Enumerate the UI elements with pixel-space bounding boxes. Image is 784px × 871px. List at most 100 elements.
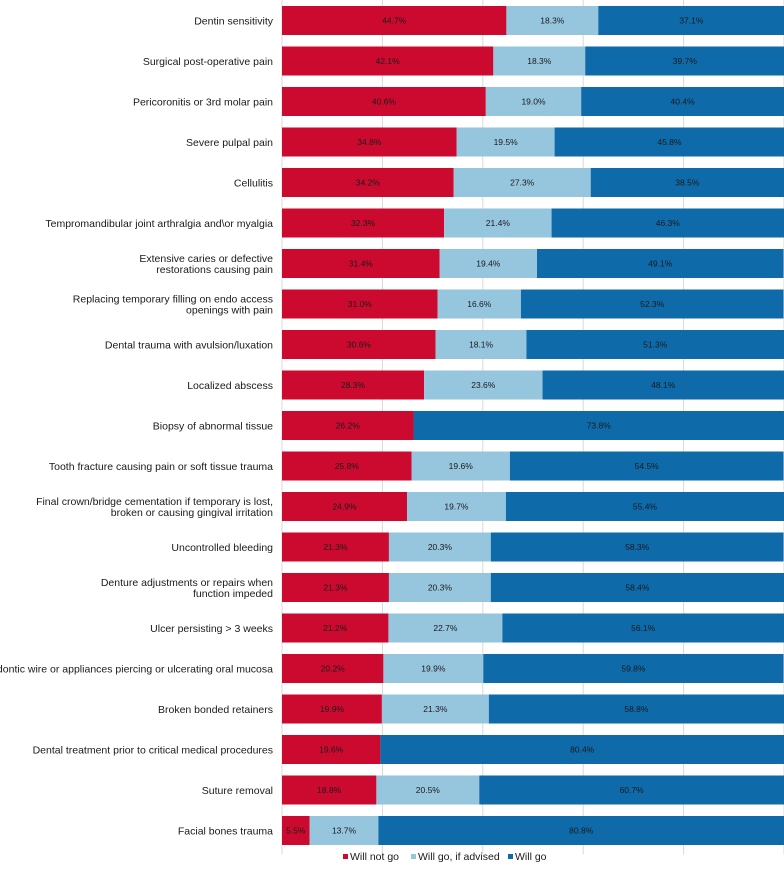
data-label: 19.6% <box>449 461 474 471</box>
data-label: 16.6% <box>467 299 492 309</box>
category-label-line: Cellulitis <box>234 178 273 190</box>
data-label: 21.2% <box>323 623 348 633</box>
data-label: 5.5% <box>286 826 306 836</box>
bar-segment <box>282 370 425 400</box>
data-label: 42.1% <box>376 56 401 66</box>
bar-segment <box>282 532 389 562</box>
bar-segment <box>424 370 543 400</box>
category-label-line: Dentin sensitivity <box>194 16 274 28</box>
data-label: 48.1% <box>651 380 676 390</box>
data-label: 58.8% <box>624 704 649 714</box>
category-label-line: Pericoronitis or 3rd molar pain <box>133 97 273 109</box>
data-label: 28.3% <box>341 380 366 390</box>
category-label: Cellulitis <box>234 178 273 190</box>
data-label: 19.9% <box>421 664 446 674</box>
bar-segment <box>554 127 784 157</box>
data-label: 80.8% <box>569 826 594 836</box>
data-label: 25.8% <box>335 461 360 471</box>
category-label-line: Facial bones trauma <box>178 826 273 838</box>
category-label: Ulcer persisting > 3 weeks <box>150 623 273 635</box>
category-label-line: Severe pulpal pain <box>186 137 273 149</box>
category-label-line: Extensive caries or defective <box>139 253 273 265</box>
data-label: 19.6% <box>319 745 344 755</box>
data-label: 58.3% <box>625 542 650 552</box>
bar-segment <box>282 87 486 116</box>
category-label-line: Dental treatment prior to critical medic… <box>33 745 273 757</box>
data-label: 22.7% <box>433 623 458 633</box>
data-label: 52.3% <box>640 299 665 309</box>
category-label: Localized abscess <box>187 380 273 392</box>
legend-label: Will go <box>515 851 547 863</box>
category-label: Extensive caries or defective restoration… <box>139 253 273 276</box>
category-label: Pericoronitis or 3rd molar pain <box>133 97 273 109</box>
category-label: Orthodontic wire or appliances piercing … <box>0 664 273 676</box>
data-label: 19.0% <box>521 97 546 107</box>
bar-segment <box>282 208 445 238</box>
bar-segment <box>282 694 382 724</box>
bar-segment <box>598 6 784 35</box>
category-label: Facial bones trauma <box>178 826 273 838</box>
bars-layer: 44.7% 18.3% 37.1% 42.1% 18.3% 39.7% 40.6% 19.0%… <box>282 6 784 845</box>
bar-segment <box>551 208 784 238</box>
data-label: 46.3% <box>656 218 681 228</box>
category-label: Denture adjustments or repairs when funct… <box>101 577 273 600</box>
bar-segment <box>388 532 491 562</box>
data-label: 49.1% <box>648 259 673 269</box>
bar-segment <box>411 451 510 481</box>
data-label: 80.4% <box>570 745 595 755</box>
data-label: 20.5% <box>416 785 441 795</box>
data-label: 21.3% <box>323 542 348 552</box>
data-label: 20.3% <box>428 542 453 552</box>
bar-segment <box>453 168 591 197</box>
data-label: 37.1% <box>679 16 704 26</box>
bar-segment <box>581 87 784 116</box>
bar-segment <box>509 451 784 481</box>
data-label: 40.6% <box>372 97 397 107</box>
bar-segment <box>590 168 784 197</box>
bar-segment <box>537 249 784 278</box>
bar-segment <box>526 330 784 359</box>
category-label-line: openings with pain <box>186 305 273 317</box>
category-label: Broken bonded retainers <box>158 704 273 716</box>
legend-swatch <box>508 854 513 859</box>
category-label: Biopsy of abnormal tissue <box>153 421 273 433</box>
bar-segment <box>282 492 407 521</box>
bar-segment <box>378 816 784 845</box>
data-label: 31.0% <box>348 299 373 309</box>
data-label: 34.8% <box>357 137 382 147</box>
data-label: 30.6% <box>347 340 372 350</box>
data-label: 19.4% <box>476 259 501 269</box>
data-label: 18.1% <box>469 340 494 350</box>
legend: Will not go Will go, if advised Will go <box>343 851 547 863</box>
bar-segment <box>282 573 389 602</box>
legend-label: Will not go <box>350 851 399 863</box>
bar-segment <box>485 87 582 116</box>
category-label: Severe pulpal pain <box>186 137 273 149</box>
category-label: Surgical post-operative pain <box>143 56 273 68</box>
bar-segment <box>444 208 552 238</box>
data-label: 20.2% <box>321 664 346 674</box>
data-label: 13.7% <box>332 826 357 836</box>
bar-segment <box>388 573 491 602</box>
data-label: 21.3% <box>423 704 448 714</box>
bar-segment <box>309 816 379 845</box>
category-label-line: Dental trauma with avulsion/luxation <box>105 340 273 352</box>
bar-segment <box>282 289 438 319</box>
bar-segment <box>383 654 484 683</box>
legend-swatch <box>411 854 416 859</box>
bar-segment <box>490 573 784 602</box>
data-label: 20.3% <box>428 583 453 593</box>
data-label: 19.5% <box>494 137 519 147</box>
legend-swatch <box>343 854 348 859</box>
category-label-line: Ulcer persisting > 3 weeks <box>150 623 273 635</box>
bar-segment <box>520 289 784 319</box>
bar-segment <box>542 370 784 400</box>
bar-segment <box>282 735 381 764</box>
category-label: Tooth fracture causing pain or soft tiss… <box>49 461 273 473</box>
category-label: Uncontrolled bleeding <box>171 542 273 554</box>
bar-segment <box>483 654 784 683</box>
data-label: 60.7% <box>620 785 645 795</box>
category-label-line: broken or causing gingival irritation <box>111 507 273 519</box>
data-label: 40.4% <box>671 97 696 107</box>
